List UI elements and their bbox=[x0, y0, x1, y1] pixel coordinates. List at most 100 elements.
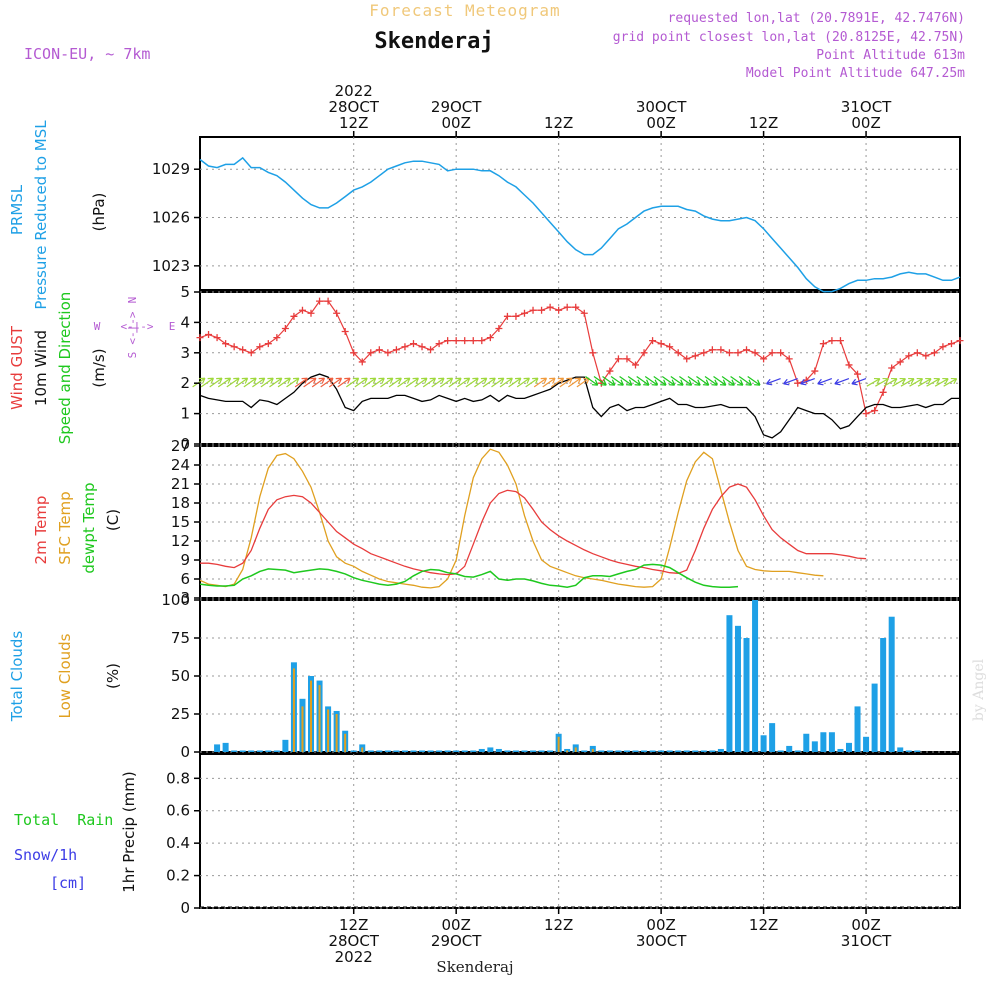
gust-marker bbox=[947, 340, 955, 348]
label-hpa: (hPa) bbox=[90, 193, 108, 232]
top-time-label: 00Z bbox=[441, 114, 470, 132]
wind-direction-arrow bbox=[783, 378, 798, 386]
gust-marker bbox=[273, 334, 281, 342]
total-cloud-bar bbox=[444, 750, 451, 752]
arrow-shaft bbox=[704, 376, 718, 386]
arrow-shaft bbox=[397, 377, 411, 388]
arrow-head bbox=[378, 377, 385, 384]
arrow-head bbox=[497, 377, 505, 384]
arrow-shaft bbox=[320, 377, 334, 388]
gust-marker bbox=[205, 331, 213, 339]
gust-marker bbox=[563, 303, 571, 311]
wind-direction-arrow bbox=[550, 377, 565, 388]
bottom-time-label: 00Z bbox=[646, 916, 675, 934]
gust-marker bbox=[281, 324, 289, 332]
y-tick-label: 0 bbox=[180, 899, 190, 917]
arrow-head bbox=[540, 377, 548, 384]
arrow-head bbox=[668, 379, 676, 386]
wind-direction-arrow bbox=[499, 377, 513, 388]
gust-marker bbox=[418, 343, 426, 351]
arrow-head bbox=[800, 378, 807, 386]
gust-marker bbox=[922, 352, 930, 360]
total-cloud-bar bbox=[726, 615, 733, 752]
arrow-shaft bbox=[576, 377, 590, 388]
y-tick-label: 1023 bbox=[152, 257, 190, 275]
gust-marker bbox=[247, 349, 255, 357]
y-tick-label: 18 bbox=[171, 494, 190, 512]
low-cloud-bar bbox=[574, 747, 577, 752]
arrow-head bbox=[532, 377, 539, 384]
arrow-shaft bbox=[568, 377, 581, 388]
arrow-head bbox=[651, 379, 659, 386]
total-cloud-bar bbox=[683, 750, 690, 752]
arrow-head bbox=[404, 377, 411, 384]
top-time-label: 12Z bbox=[544, 114, 573, 132]
arrow-shaft bbox=[345, 377, 359, 388]
arrow-head bbox=[275, 377, 283, 384]
arrow-shaft bbox=[696, 376, 710, 386]
gust-marker bbox=[717, 346, 725, 354]
label-ms: (m/s) bbox=[90, 348, 108, 387]
top-time-label: 29OCT bbox=[431, 98, 482, 116]
low-cloud-bar bbox=[566, 750, 569, 752]
top-time-label: 28OCT bbox=[328, 98, 379, 116]
wind-direction-arrow bbox=[817, 378, 833, 386]
wind-direction-arrow bbox=[354, 377, 368, 388]
arrow-shaft bbox=[294, 377, 308, 388]
total-cloud-bar bbox=[436, 750, 443, 752]
wind-direction-arrow bbox=[679, 376, 693, 386]
arrow-shaft bbox=[800, 378, 815, 385]
gust-marker bbox=[674, 349, 682, 357]
top-time-label: 00Z bbox=[646, 114, 675, 132]
total-cloud-bar bbox=[376, 750, 383, 752]
gust-marker bbox=[905, 352, 913, 360]
panel-frame bbox=[199, 136, 961, 291]
wind-direction-arrow bbox=[371, 377, 385, 388]
total-cloud-bar bbox=[581, 750, 588, 752]
label-total-rain: Total Rain bbox=[14, 811, 113, 829]
top-time-label: 12Z bbox=[749, 114, 778, 132]
gust-marker bbox=[572, 303, 580, 311]
top-time-label: 30OCT bbox=[636, 98, 687, 116]
label-10m-wind: 10m Wind bbox=[32, 330, 50, 406]
bottom-time-label: 30OCT bbox=[636, 932, 687, 950]
arrow-head bbox=[216, 377, 223, 384]
top-time-label: 00Z bbox=[851, 114, 880, 132]
arrow-head bbox=[412, 377, 419, 384]
y-tick-label: 0 bbox=[180, 435, 190, 453]
gust-marker bbox=[427, 346, 435, 354]
arrow-head bbox=[429, 377, 437, 384]
arrow-head bbox=[557, 377, 565, 384]
point-altitude: Point Altitude 613m bbox=[816, 48, 965, 63]
total-cloud-bar bbox=[478, 748, 485, 752]
gust-marker bbox=[520, 309, 528, 317]
total-cloud-bar bbox=[871, 683, 878, 752]
arrow-shaft bbox=[943, 378, 957, 387]
label-pressure-msl: Pressure Reduced to MSL bbox=[32, 120, 50, 310]
arrow-shaft bbox=[226, 377, 240, 388]
arrow-shaft bbox=[644, 376, 658, 386]
bottom-time-label: 12Z bbox=[749, 916, 778, 934]
wind-direction-arrow bbox=[533, 377, 548, 388]
wind-direction-arrow bbox=[414, 377, 428, 388]
label-precip-mm: 1hr Precip (mm) bbox=[120, 771, 138, 892]
arrow-shaft bbox=[670, 376, 684, 386]
total-cloud-bar bbox=[453, 750, 460, 752]
gust-marker bbox=[461, 337, 469, 345]
arrow-shaft bbox=[602, 376, 616, 386]
wind-direction-arrow bbox=[875, 377, 889, 387]
label-speed-direction: Speed and Direction bbox=[56, 292, 74, 445]
arrow-head bbox=[950, 377, 958, 385]
arrow-head bbox=[566, 377, 573, 384]
total-cloud-bar bbox=[897, 747, 904, 752]
arrow-shaft bbox=[851, 378, 867, 385]
wind-direction-arrow bbox=[482, 377, 496, 388]
arrow-shaft bbox=[926, 378, 940, 387]
wind-direction-arrow bbox=[766, 378, 781, 386]
arrow-shaft bbox=[747, 376, 761, 386]
y-tick-label: 0.8 bbox=[166, 769, 190, 787]
wind-direction-arrow bbox=[363, 377, 377, 388]
arrow-head bbox=[916, 377, 924, 385]
arrow-head bbox=[711, 379, 718, 386]
arrow-shaft bbox=[730, 376, 744, 386]
